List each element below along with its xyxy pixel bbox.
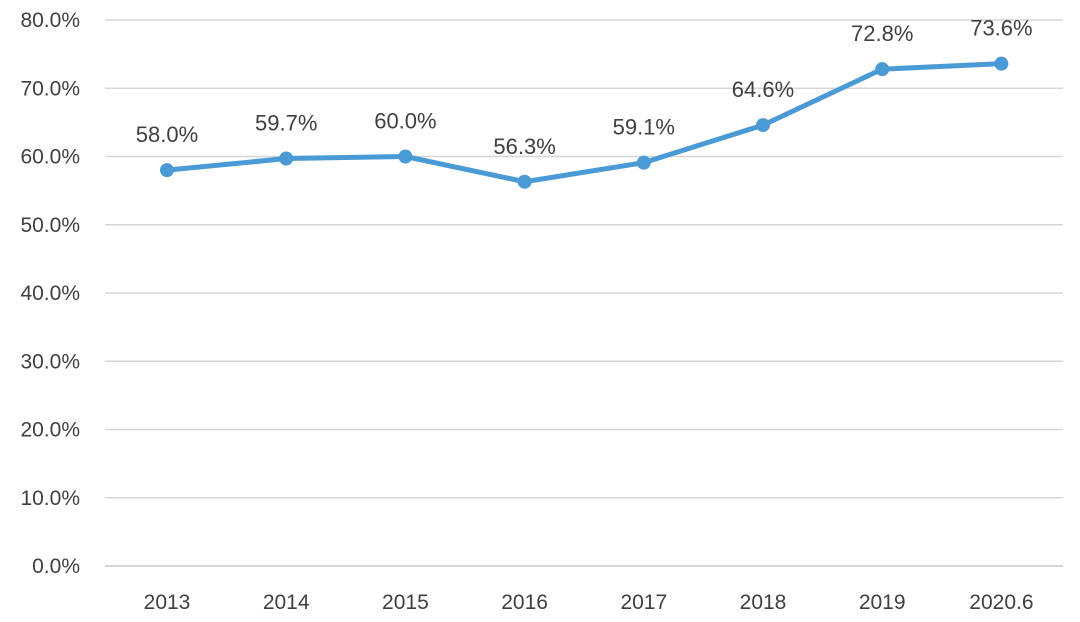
x-tick-label: 2015: [382, 591, 429, 614]
gridlines: [105, 19, 1063, 567]
data-point: [517, 174, 532, 189]
data-point: [636, 155, 651, 170]
series-line: [164, 61, 1004, 185]
data-label: 72.8%: [851, 21, 913, 46]
y-tick-label: 70.0%: [20, 77, 80, 100]
x-tick-label: 2016: [501, 591, 548, 614]
data-label: 73.6%: [970, 16, 1032, 41]
y-tick-label: 0.0%: [32, 555, 80, 578]
data-point: [994, 56, 1009, 71]
x-tick-label: 2017: [620, 591, 667, 614]
data-point: [160, 163, 174, 178]
data-label: 58.0%: [136, 122, 198, 147]
y-tick-label: 50.0%: [20, 214, 80, 237]
data-point: [279, 151, 294, 166]
y-tick-label: 30.0%: [20, 350, 80, 373]
x-tick-label: 2019: [859, 591, 906, 614]
data-point: [875, 62, 890, 77]
data-label: 60.0%: [374, 109, 436, 134]
data-label: 56.3%: [493, 134, 555, 159]
data-label: 59.1%: [613, 115, 675, 140]
x-tick-label: 2013: [144, 591, 191, 614]
y-tick-label: 20.0%: [20, 419, 80, 442]
y-tick-label: 10.0%: [20, 487, 80, 510]
data-labels: 58.0% 59.7% 60.0% 56.3% 59.1% 64.6% 72.8% 73.6%: [136, 16, 1033, 159]
y-tick-label: 80.0%: [20, 9, 80, 32]
data-label: 64.6%: [732, 77, 794, 102]
y-tick-label: 40.0%: [20, 282, 80, 305]
x-axis-tick-labels: 2013 2014 2015 2016 2017 2018 2019 2020.6: [144, 591, 1034, 614]
data-point: [398, 149, 413, 164]
y-axis-tick-labels: 0.0% 10.0% 20.0% 30.0% 40.0% 50.0% 60.0% 70.0% 8…: [20, 9, 80, 578]
data-label: 59.7%: [255, 111, 317, 136]
x-tick-label: 2020.6: [969, 591, 1033, 614]
y-tick-label: 60.0%: [20, 146, 80, 169]
x-tick-label: 2018: [740, 591, 787, 614]
data-point: [756, 118, 770, 133]
series: [160, 56, 1009, 189]
x-tick-label: 2014: [263, 591, 310, 614]
